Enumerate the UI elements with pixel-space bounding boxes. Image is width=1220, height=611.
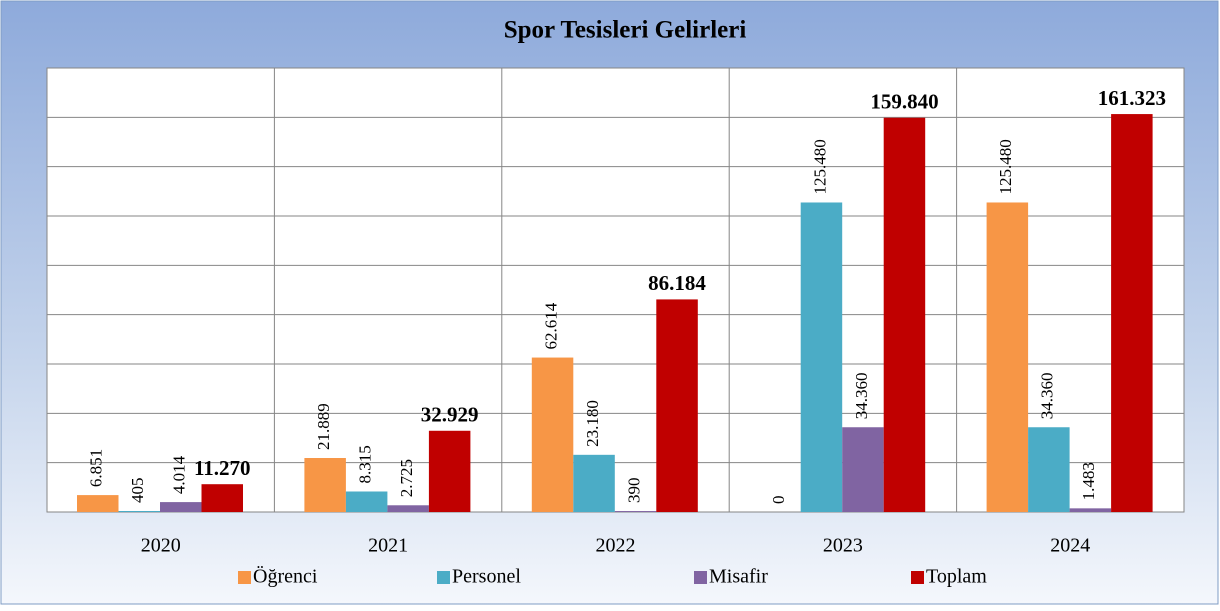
data-label: 1.483 — [1079, 462, 1098, 500]
data-label: 34.360 — [852, 372, 871, 419]
data-label: 11.270 — [194, 456, 251, 480]
bar — [531, 357, 574, 512]
data-label: 23.180 — [583, 400, 602, 447]
legend-label: Misafir — [709, 566, 768, 588]
legend-label: Toplam — [926, 566, 987, 588]
data-label: 34.360 — [1038, 372, 1057, 419]
data-label: 8.315 — [356, 445, 375, 483]
bar — [656, 299, 698, 512]
legend-swatch — [437, 571, 450, 584]
bar — [160, 502, 202, 512]
x-tick-label: 2020 — [141, 535, 181, 557]
data-label: 62.614 — [541, 302, 560, 349]
x-tick-label: 2023 — [823, 535, 863, 557]
x-tick-label: 2024 — [1050, 535, 1090, 557]
legend-swatch — [911, 571, 924, 584]
data-label: 4.014 — [170, 455, 189, 494]
bar — [800, 202, 843, 512]
bar — [345, 491, 388, 512]
legend-label: Personel — [452, 566, 521, 588]
bar — [1028, 427, 1070, 512]
x-tick-label: 2021 — [368, 535, 408, 557]
legend-swatch — [694, 571, 707, 584]
bar — [883, 117, 926, 512]
bar — [1069, 508, 1112, 512]
legend-swatch — [238, 571, 251, 584]
data-label: 6.851 — [87, 449, 106, 487]
data-label: 390 — [624, 478, 643, 504]
bar — [614, 511, 657, 512]
data-label: 125.480 — [810, 139, 829, 194]
bar — [428, 430, 471, 512]
bar — [201, 484, 243, 512]
bar — [842, 427, 884, 512]
data-label: 86.184 — [648, 271, 706, 295]
x-tick-label: 2022 — [596, 535, 636, 557]
data-label: 21.889 — [314, 403, 333, 450]
bar — [387, 505, 429, 512]
legend-label: Öğrenci — [253, 565, 318, 588]
data-label: 161.323 — [1098, 86, 1166, 110]
data-label: 32.929 — [421, 403, 479, 427]
data-label: 405 — [128, 478, 147, 504]
data-label: 125.480 — [996, 139, 1015, 194]
data-label: 0 — [769, 496, 788, 505]
bar — [118, 511, 160, 512]
chart-title: Spor Tesisleri Gelirleri — [504, 17, 747, 44]
data-label: 2.725 — [397, 459, 416, 497]
bar — [1111, 114, 1153, 512]
data-label: 159.840 — [870, 90, 938, 114]
bar — [573, 454, 615, 512]
bar — [77, 495, 119, 512]
bar — [304, 458, 346, 512]
bar — [986, 202, 1029, 512]
